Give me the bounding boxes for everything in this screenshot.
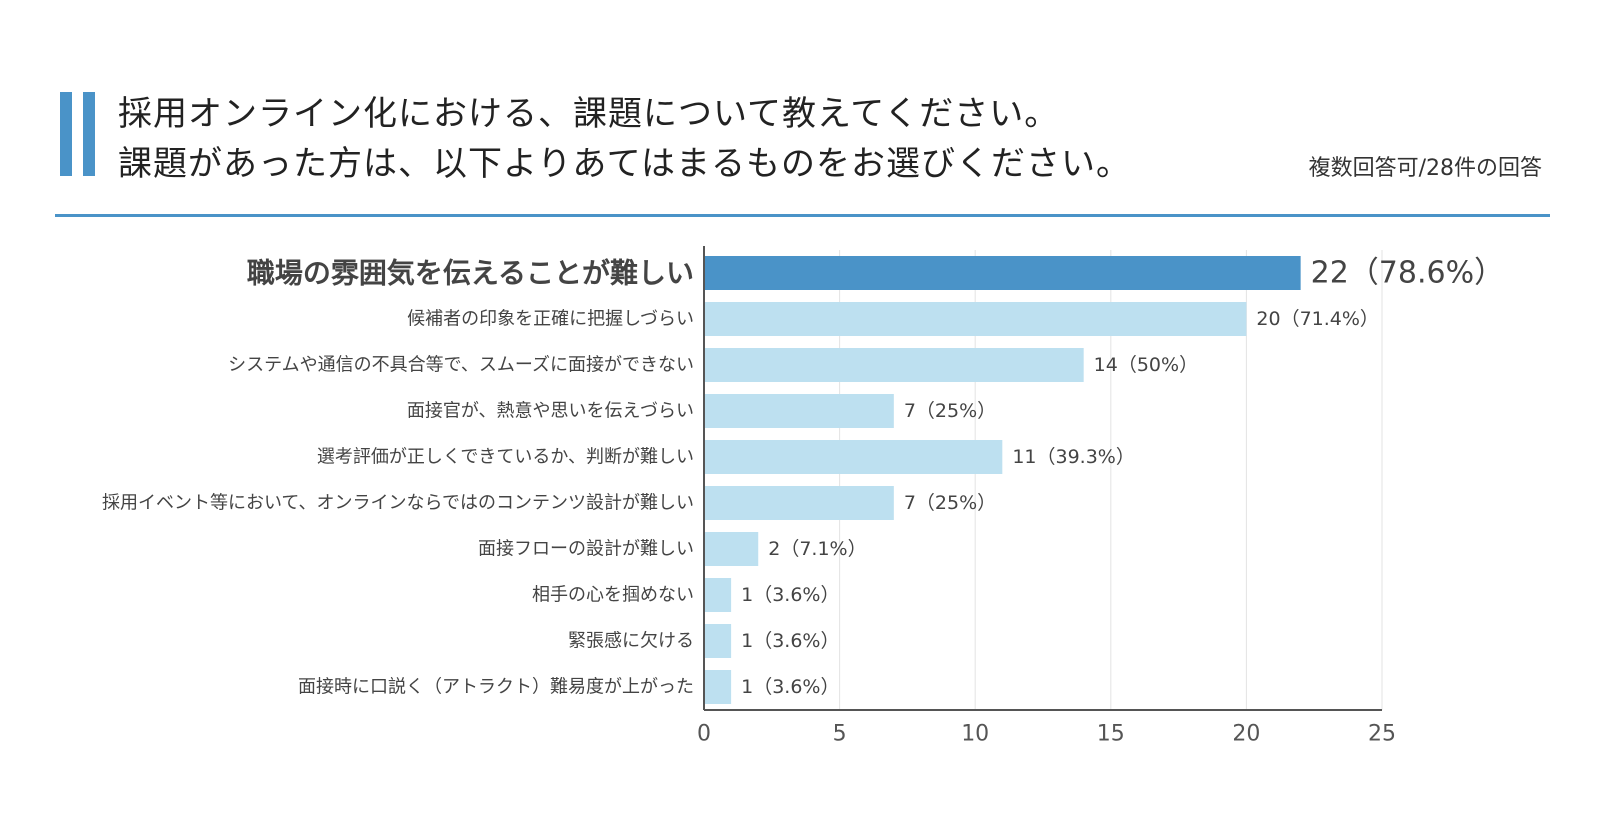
x-tick-label: 10 — [961, 722, 989, 747]
bar — [704, 440, 1003, 474]
bar — [704, 394, 894, 428]
x-tick-label: 25 — [1368, 722, 1396, 747]
category-label: 選考評価が正しくできているか、判断が難しい — [317, 447, 694, 468]
chart-title-line-1: 採用オンライン化における、課題について教えてください。 — [118, 94, 1060, 134]
title-accent-bar — [60, 92, 72, 176]
value-label: 20（71.4%） — [1256, 308, 1379, 330]
bar — [704, 532, 759, 566]
bar — [704, 256, 1301, 290]
bar — [704, 348, 1084, 382]
category-label: 面接官が、熱意や思いを伝えづらい — [407, 401, 694, 422]
response-count-subtitle: 複数回答可/28件の回答 — [1308, 156, 1542, 181]
bar — [704, 624, 732, 658]
bar — [704, 486, 894, 520]
chart-title-line-2: 課題があった方は、以下よりあてはまるものをお選びください。 — [118, 144, 1131, 184]
title-accent-bar — [83, 92, 95, 176]
category-label: 面接フローの設計が難しい — [478, 539, 694, 560]
category-label: 緊張感に欠ける — [568, 631, 694, 652]
value-label: 1（3.6%） — [741, 584, 839, 606]
value-label: 1（3.6%） — [741, 630, 839, 652]
bar — [704, 302, 1247, 336]
category-label: システムや通信の不具合等で、スムーズに面接ができない — [228, 355, 694, 376]
bar — [704, 578, 732, 612]
value-label: 14（50%） — [1094, 354, 1198, 376]
value-label: 2（7.1%） — [768, 538, 866, 560]
category-label: 面接時に口説く（アトラクト）難易度が上がった — [298, 677, 694, 698]
category-label: 候補者の印象を正確に把握しづらい — [407, 309, 694, 330]
value-label: 11（39.3%） — [1012, 446, 1135, 468]
bar — [704, 670, 732, 704]
category-label: 採用イベント等において、オンラインならではのコンテンツ設計が難しい — [102, 493, 694, 514]
x-tick-label: 0 — [697, 722, 711, 747]
x-tick-label: 5 — [833, 722, 847, 747]
x-tick-label: 20 — [1232, 722, 1260, 747]
value-label: 7（25%） — [904, 400, 996, 422]
value-label: 22（78.6%） — [1311, 256, 1504, 291]
value-label: 7（25%） — [904, 492, 996, 514]
x-tick-label: 15 — [1097, 722, 1125, 747]
header-divider — [55, 214, 1550, 217]
category-label: 職場の雰囲気を伝えることが難しい — [247, 257, 694, 290]
value-label: 1（3.6%） — [741, 676, 839, 698]
category-label: 相手の心を掴めない — [532, 585, 694, 606]
